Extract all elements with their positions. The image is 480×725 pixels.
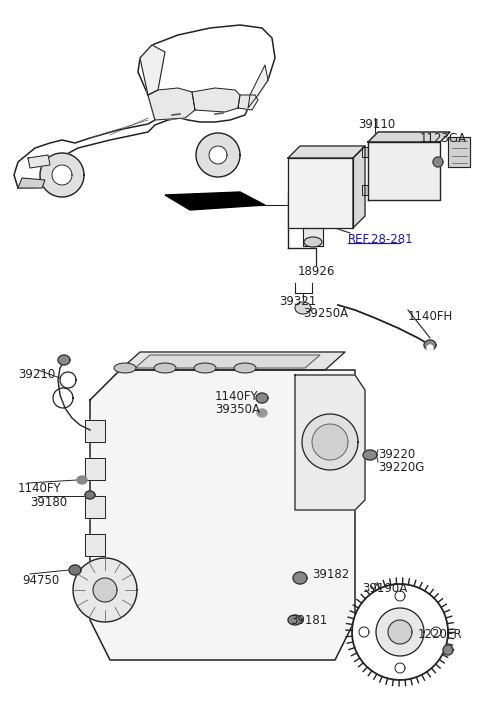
Polygon shape bbox=[148, 88, 195, 120]
Polygon shape bbox=[14, 25, 275, 188]
Polygon shape bbox=[431, 627, 441, 637]
Polygon shape bbox=[363, 450, 377, 460]
Polygon shape bbox=[388, 620, 412, 644]
Polygon shape bbox=[427, 345, 433, 351]
Polygon shape bbox=[256, 393, 268, 403]
Polygon shape bbox=[140, 45, 165, 95]
Polygon shape bbox=[120, 352, 345, 370]
Polygon shape bbox=[85, 496, 105, 518]
Polygon shape bbox=[58, 355, 70, 365]
Polygon shape bbox=[362, 147, 368, 157]
Polygon shape bbox=[312, 424, 348, 460]
Ellipse shape bbox=[234, 363, 256, 373]
Polygon shape bbox=[293, 572, 307, 584]
Polygon shape bbox=[28, 155, 50, 168]
Polygon shape bbox=[448, 137, 470, 167]
Polygon shape bbox=[302, 414, 358, 470]
Polygon shape bbox=[424, 340, 436, 350]
Polygon shape bbox=[192, 88, 240, 112]
Polygon shape bbox=[288, 146, 365, 158]
Polygon shape bbox=[40, 153, 84, 197]
Polygon shape bbox=[90, 370, 355, 660]
Polygon shape bbox=[303, 228, 323, 246]
Polygon shape bbox=[248, 65, 268, 108]
Polygon shape bbox=[295, 375, 365, 510]
Polygon shape bbox=[288, 615, 302, 625]
Polygon shape bbox=[295, 302, 311, 314]
Text: 39182: 39182 bbox=[312, 568, 349, 581]
Text: 39350A: 39350A bbox=[215, 403, 260, 416]
Text: 39180: 39180 bbox=[30, 496, 67, 509]
Text: 1140FY: 1140FY bbox=[215, 390, 259, 403]
Text: 94750: 94750 bbox=[22, 574, 59, 587]
Polygon shape bbox=[395, 663, 405, 673]
Text: 39110: 39110 bbox=[358, 118, 395, 131]
Polygon shape bbox=[85, 534, 105, 556]
Ellipse shape bbox=[114, 363, 136, 373]
Text: 1220FR: 1220FR bbox=[418, 628, 463, 641]
Polygon shape bbox=[52, 165, 72, 185]
Polygon shape bbox=[368, 142, 440, 200]
Polygon shape bbox=[209, 146, 227, 164]
Polygon shape bbox=[69, 565, 81, 575]
Polygon shape bbox=[352, 584, 448, 680]
Polygon shape bbox=[443, 645, 453, 655]
Polygon shape bbox=[359, 627, 369, 637]
Polygon shape bbox=[368, 132, 450, 142]
Text: 39321: 39321 bbox=[279, 295, 316, 308]
Polygon shape bbox=[433, 157, 443, 167]
Polygon shape bbox=[18, 178, 45, 188]
Polygon shape bbox=[135, 355, 320, 368]
Ellipse shape bbox=[194, 363, 216, 373]
Text: 39220G: 39220G bbox=[378, 461, 424, 474]
Text: 18926: 18926 bbox=[297, 265, 335, 278]
Text: 39210: 39210 bbox=[18, 368, 55, 381]
Polygon shape bbox=[73, 558, 137, 622]
Polygon shape bbox=[257, 409, 267, 417]
Text: 1140FH: 1140FH bbox=[408, 310, 453, 323]
Polygon shape bbox=[395, 591, 405, 601]
Text: 39250A: 39250A bbox=[303, 307, 348, 320]
Polygon shape bbox=[93, 578, 117, 602]
Text: 1140FY: 1140FY bbox=[18, 482, 61, 495]
Polygon shape bbox=[85, 458, 105, 480]
Polygon shape bbox=[165, 192, 265, 210]
Polygon shape bbox=[288, 158, 353, 228]
Ellipse shape bbox=[304, 237, 322, 247]
Ellipse shape bbox=[154, 363, 176, 373]
Polygon shape bbox=[362, 185, 368, 195]
Polygon shape bbox=[376, 608, 424, 656]
Polygon shape bbox=[85, 491, 95, 499]
Text: 39181: 39181 bbox=[290, 614, 327, 627]
Text: 39220: 39220 bbox=[378, 448, 415, 461]
Polygon shape bbox=[77, 476, 87, 484]
Text: 39190A: 39190A bbox=[362, 582, 407, 595]
Polygon shape bbox=[196, 133, 240, 177]
Polygon shape bbox=[238, 95, 258, 110]
Polygon shape bbox=[85, 420, 105, 442]
Polygon shape bbox=[353, 146, 365, 228]
Text: 1123GA: 1123GA bbox=[420, 132, 467, 145]
Text: REF.28-281: REF.28-281 bbox=[348, 233, 414, 246]
